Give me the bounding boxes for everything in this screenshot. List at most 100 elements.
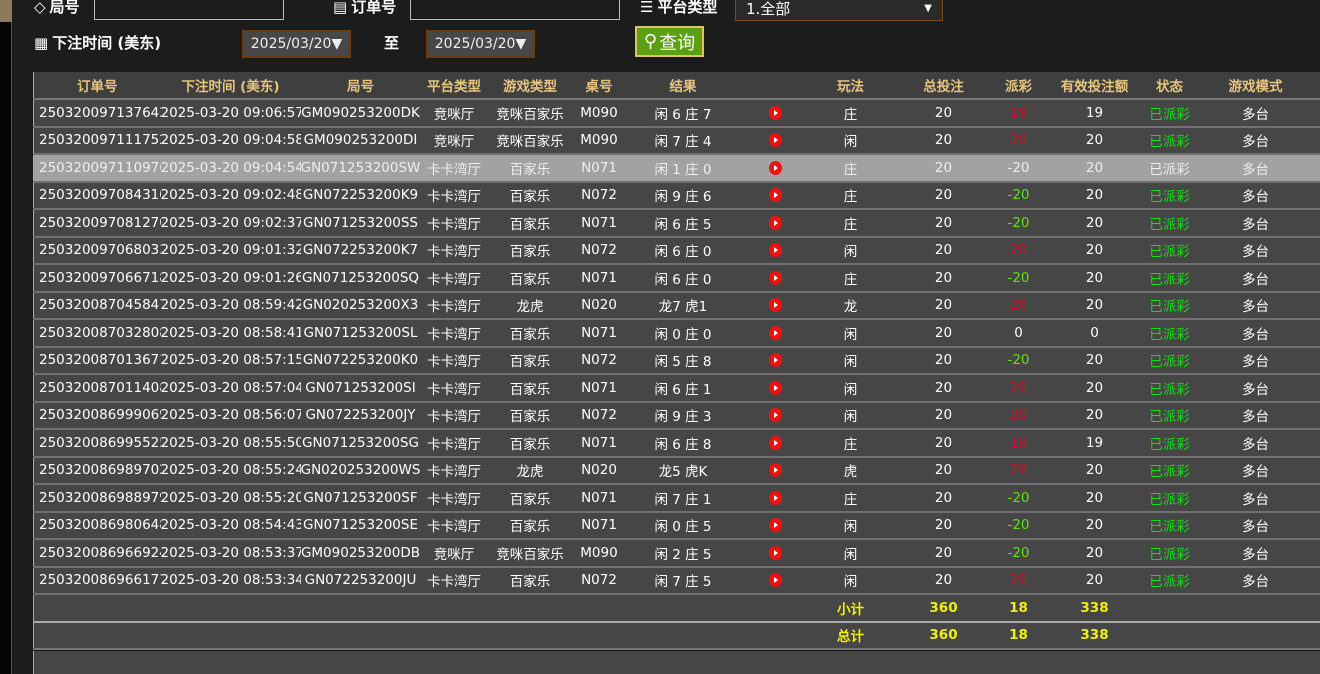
play-video-icon[interactable] — [769, 518, 782, 533]
cell-status: 已派彩 — [1148, 429, 1191, 458]
table-row[interactable]: 250320086999069 2025-03-20 08:56:07 GN0722… — [33, 401, 1320, 430]
bet-time-label: ▦ 下注时间 (美东) — [34, 33, 162, 53]
replay-cell — [740, 209, 811, 238]
table-row[interactable]: 250320087013671 2025-03-20 08:57:15 GN0722… — [33, 346, 1320, 375]
cell-result: 闲 7 庄 5 — [625, 566, 741, 595]
date-from-select[interactable]: 2025/03/20▼ — [242, 30, 351, 58]
table-row[interactable]: 250320086988979 2025-03-20 08:55:20 GN0712… — [33, 484, 1320, 513]
round-input[interactable] — [94, 0, 284, 20]
grand-total-row-payout: 18 — [996, 621, 1041, 650]
table-row[interactable]: 250320097081270 2025-03-20 09:02:37 GN0712… — [33, 209, 1320, 238]
cell-payout: 20 — [996, 126, 1041, 155]
cell-total-bet: 20 — [890, 126, 997, 155]
table-row[interactable]: 250320097068033 2025-03-20 09:01:32 GN0722… — [33, 236, 1320, 265]
play-video-icon[interactable] — [769, 188, 782, 203]
col-header-result: 结果 — [625, 72, 741, 100]
cell-status: 已派彩 — [1148, 209, 1191, 238]
col-header-platform: 平台类型 — [420, 72, 488, 100]
query-button[interactable]: ⚲ 查询 — [635, 26, 704, 57]
cell-order-no: 250320087013671 — [33, 346, 161, 375]
date-to-select[interactable]: 2025/03/20▼ — [426, 30, 535, 58]
cell-platform: 竞咪厅 — [420, 126, 488, 155]
cell-order-no: 250320097137642 — [33, 99, 161, 128]
cell-game-mode: 多台 — [1190, 99, 1320, 128]
cell-status: 已派彩 — [1148, 126, 1191, 155]
table-row[interactable]: 250320087032808 2025-03-20 08:58:41 GN0712… — [33, 319, 1320, 348]
table-row[interactable]: 250320087011408 2025-03-20 08:57:04 GN0712… — [33, 374, 1320, 403]
cell-round-no: GN072253200K0 — [300, 346, 421, 375]
order-label: ▤ 订单号 — [333, 0, 396, 17]
cell-total-bet: 20 — [890, 264, 997, 293]
play-video-icon[interactable] — [769, 408, 782, 423]
play-video-icon[interactable] — [769, 353, 782, 368]
cell-order-no: 250320097110976 — [33, 154, 161, 183]
cell-result: 闲 6 庄 0 — [625, 264, 741, 293]
cell-result: 闲 1 庄 0 — [625, 154, 741, 183]
cell-game-type: 百家乐 — [487, 429, 573, 458]
cell-payout: -20 — [996, 484, 1041, 513]
col-header-valid-bet: 有效投注额 — [1040, 72, 1149, 100]
cell-platform: 卡卡湾厅 — [420, 566, 488, 595]
play-video-icon[interactable] — [769, 325, 782, 340]
cell-table-no: N072 — [572, 346, 626, 375]
cell-payout: -20 — [996, 209, 1041, 238]
table-row[interactable]: 250320086966177 2025-03-20 08:53:34 GN0722… — [33, 566, 1320, 595]
play-video-icon[interactable] — [769, 463, 782, 478]
cell-order-no: 250320086980648 — [33, 511, 161, 540]
play-video-icon[interactable] — [769, 435, 782, 450]
cell-round-no: GN071253200SG — [300, 429, 421, 458]
table-row[interactable]: 250320097110976 2025-03-20 09:04:54 GN0712… — [33, 154, 1320, 183]
play-video-icon[interactable] — [769, 380, 782, 395]
table-row[interactable]: 250320086989702 2025-03-20 08:55:24 GN0202… — [33, 456, 1320, 485]
cell-table-no: N071 — [572, 484, 626, 513]
grand-total-row-label: 总计 — [810, 621, 891, 650]
cell-result: 闲 0 庄 5 — [625, 511, 741, 540]
replay-cell — [740, 539, 811, 568]
play-video-icon[interactable] — [769, 160, 782, 175]
cell-game-type: 百家乐 — [487, 511, 573, 540]
cell-result: 龙7 虎1 — [625, 291, 741, 320]
table-row[interactable]: 250320097137642 2025-03-20 09:06:57 GM0902… — [33, 99, 1320, 128]
cell-bet-type: 虎 — [810, 456, 891, 485]
col-header-order-no: 订单号 — [33, 72, 161, 100]
cell-valid-bet: 19 — [1040, 429, 1149, 458]
cell-status: 已派彩 — [1148, 181, 1191, 210]
cell-total-bet: 20 — [890, 456, 997, 485]
cell-payout: -20 — [996, 511, 1041, 540]
cell-order-no: 250320087011408 — [33, 374, 161, 403]
platform-select[interactable]: 1.全部 ▼ — [735, 0, 943, 21]
cell-platform: 卡卡湾厅 — [420, 374, 488, 403]
play-video-icon[interactable] — [769, 133, 782, 148]
play-video-icon[interactable] — [769, 298, 782, 313]
cell-payout: -20 — [996, 346, 1041, 375]
play-video-icon[interactable] — [769, 573, 782, 588]
cell-bet-type: 庄 — [810, 154, 891, 183]
cell-bet-time: 2025-03-20 08:55:20 — [160, 484, 301, 513]
cell-result: 闲 7 庄 1 — [625, 484, 741, 513]
play-video-icon[interactable] — [769, 545, 782, 560]
play-video-icon[interactable] — [769, 270, 782, 285]
table-row[interactable]: 250320087045847 2025-03-20 08:59:42 GN0202… — [33, 291, 1320, 320]
cell-valid-bet: 20 — [1040, 401, 1149, 430]
table-row[interactable]: 250320086995525 2025-03-20 08:55:50 GN0712… — [33, 429, 1320, 458]
cell-platform: 卡卡湾厅 — [420, 484, 488, 513]
cell-payout: -20 — [996, 181, 1041, 210]
table-row[interactable]: 250320097111752 2025-03-20 09:04:58 GM0902… — [33, 126, 1320, 155]
table-row[interactable]: 250320097084310 2025-03-20 09:02:48 GN0722… — [33, 181, 1320, 210]
left-edge — [0, 0, 12, 674]
table-row[interactable]: 250320097066718 2025-03-20 09:01:26 GN0712… — [33, 264, 1320, 293]
table-row[interactable]: 250320086966924 2025-03-20 08:53:37 GM0902… — [33, 539, 1320, 568]
play-video-icon[interactable] — [769, 215, 782, 230]
cell-valid-bet: 20 — [1040, 346, 1149, 375]
cell-round-no: GM090253200DK — [300, 99, 421, 128]
order-input[interactable] — [410, 0, 620, 20]
cell-status: 已派彩 — [1148, 99, 1191, 128]
cell-bet-type: 庄 — [810, 264, 891, 293]
table-row[interactable]: 250320086980648 2025-03-20 08:54:43 GN0712… — [33, 511, 1320, 540]
play-video-icon[interactable] — [769, 105, 782, 120]
play-video-icon[interactable] — [769, 490, 782, 505]
cell-total-bet: 20 — [890, 319, 997, 348]
play-video-icon[interactable] — [769, 243, 782, 258]
replay-cell — [740, 429, 811, 458]
to-label: 至 — [384, 34, 400, 52]
